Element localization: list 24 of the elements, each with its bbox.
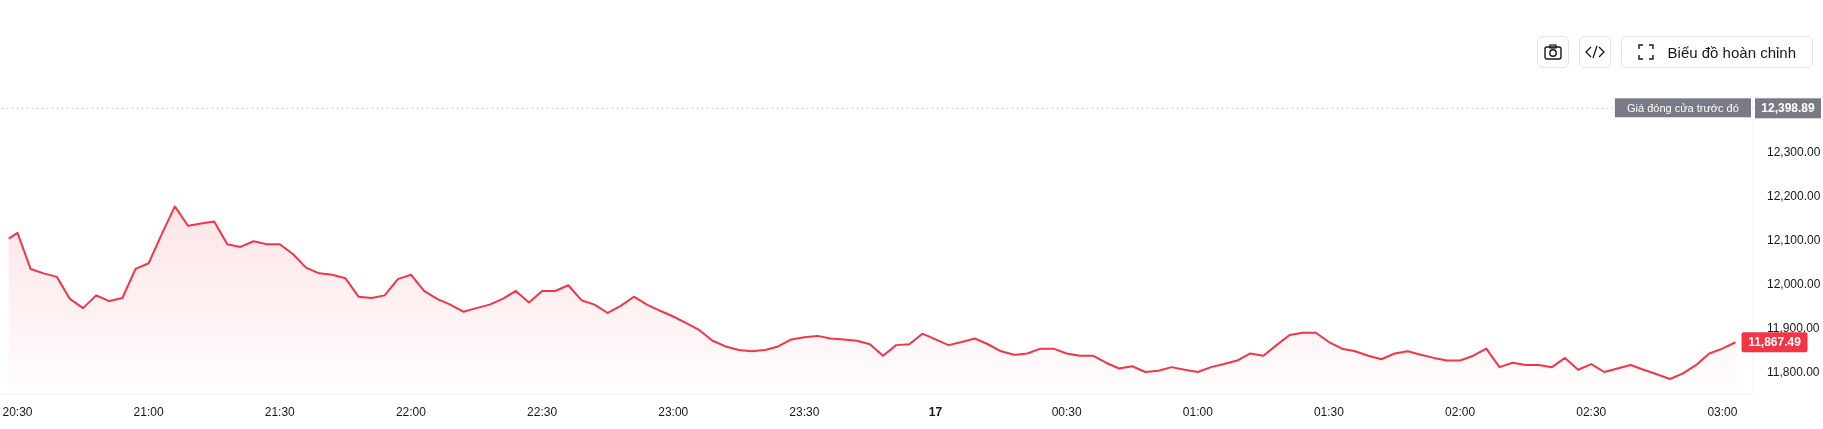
- x-tick-label: 22:00: [395, 405, 427, 419]
- x-tick-label: 22:30: [527, 405, 558, 419]
- y-tick-label: 12,300.00: [1767, 144, 1821, 159]
- x-tick-label: 01:30: [1313, 405, 1345, 419]
- x-tick-label: 02:00: [1445, 405, 1476, 419]
- y-tick-label: 11,800.00: [1767, 364, 1820, 379]
- x-tick-label: 01:00: [1182, 405, 1214, 419]
- x-tick-label: 17: [928, 405, 943, 419]
- x-tick-label: 00:30: [1051, 405, 1082, 419]
- y-tick-label: 12,100.00: [1767, 232, 1821, 247]
- y-tick-label: 12,000.00: [1767, 276, 1821, 291]
- data-label: 11,867.49: [1748, 335, 1802, 350]
- x-tick-label: 03:00: [1707, 405, 1738, 419]
- x-tick-label: 23:00: [658, 405, 689, 419]
- x-tick-label: 20:30: [2, 405, 33, 419]
- x-tick-label: 21:30: [264, 405, 296, 419]
- text: Biểu đồ hoàn chỉnh: [1667, 43, 1796, 61]
- y-tick-label: 11,900.00: [1767, 320, 1820, 335]
- x-tick-label: 23:30: [789, 405, 820, 419]
- x-tick-label: 21:00: [133, 405, 164, 419]
- x-tick-label: 02:30: [1576, 405, 1607, 419]
- ref-line-label: Giá đóng cửa trước đó: [1627, 102, 1739, 115]
- y-tick-label: 12,200.00: [1767, 188, 1821, 203]
- text: 12,398.89: [1761, 101, 1816, 116]
